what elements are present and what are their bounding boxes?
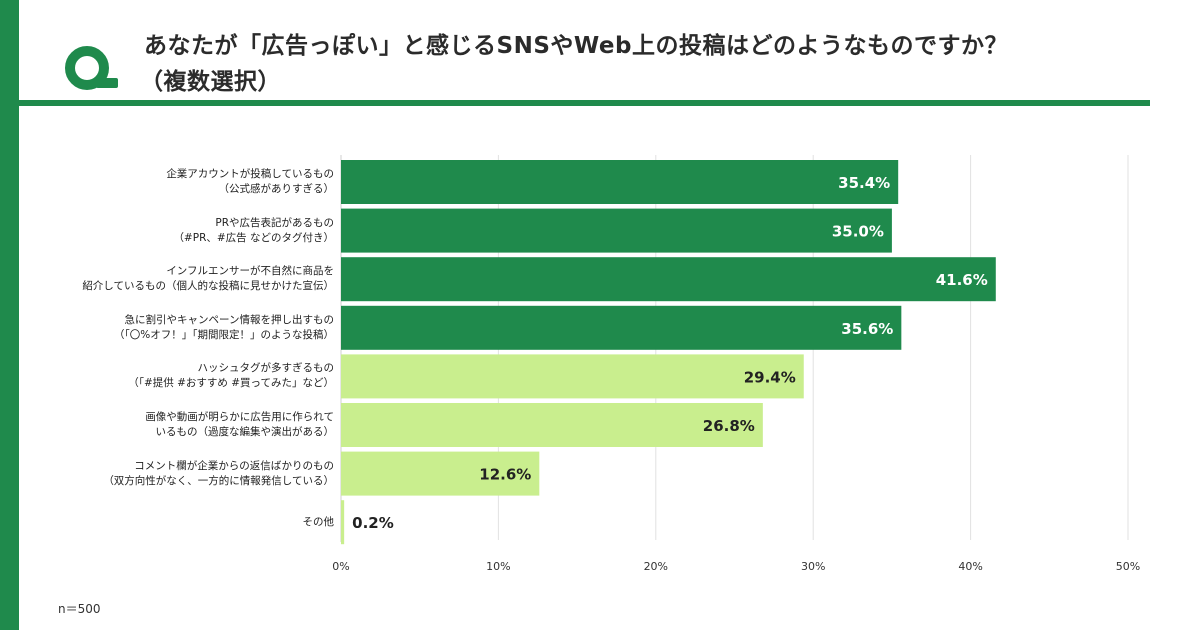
category-label-line: 企業アカウントが投稿しているもの <box>166 168 334 180</box>
bar-value-label: 41.6% <box>936 271 988 289</box>
bar <box>341 257 996 302</box>
category-label: ハッシュタグが多すぎるもの （「#提供 #おすすめ #買ってみた」など） <box>74 361 334 391</box>
category-label-line: いるもの（過度な編集や演出がある） <box>155 426 335 438</box>
x-tick-label: 20% <box>644 560 668 573</box>
question-title-line2: （複数選択） <box>140 69 281 95</box>
category-label-line: （公式感がありすぎる） <box>218 183 335 195</box>
x-tick-label: 40% <box>958 560 982 573</box>
bar <box>341 305 902 350</box>
bar-value-label: 0.2% <box>352 514 394 532</box>
bar-value-label: 35.6% <box>841 320 893 338</box>
category-label-line: （#PR、#広告 などのタグ付き） <box>173 231 334 244</box>
bar <box>341 403 763 447</box>
title-underline <box>19 100 1150 106</box>
bar <box>341 354 804 399</box>
x-tick-label: 0% <box>332 560 349 573</box>
sample-size-note: n＝500 <box>58 602 101 616</box>
bar <box>341 500 345 545</box>
category-label: PRや広告表記があるもの （#PR、#広告 などのタグ付き） <box>74 216 334 246</box>
category-label-line: （双方向性がなく、一方的に情報発信している） <box>103 474 334 487</box>
category-label: 急に割引やキャンペーン情報を押し出すもの （「〇%オフ！」「期間限定！」のような投… <box>74 313 334 343</box>
q-logo-icon <box>65 46 118 90</box>
question-title: あなたが「広告っぽい」と感じるSNSやWeb上の投稿はどのようなものですか？ （… <box>140 28 1144 100</box>
category-label-line: インフルエンサーが不自然に商品を <box>166 265 334 278</box>
category-label: 企業アカウントが投稿しているもの （公式感がありすぎる） <box>74 167 334 197</box>
category-label-line: 紹介しているもの（個人的な投稿に見せかけた宣伝） <box>82 280 334 293</box>
bar <box>341 160 899 204</box>
bar-value-label: 29.4% <box>744 368 796 386</box>
x-tick-label: 10% <box>486 560 510 573</box>
bar-value-label: 35.4% <box>838 174 890 192</box>
question-title-line1: あなたが「広告っぽい」と感じるSNSやWeb上の投稿はどのようなものですか？ <box>144 33 1008 59</box>
category-label: その他 <box>74 515 335 530</box>
category-label-line: 急に割引やキャンペーン情報を押し出すもの <box>124 313 334 326</box>
left-accent-stripe <box>0 0 19 630</box>
category-label-line: コメント欄が企業からの返信ばかりのもの <box>134 459 334 472</box>
bar <box>341 208 892 253</box>
bar-value-label: 12.6% <box>479 466 531 484</box>
category-label-line: （「#提供 #おすすめ #買ってみた」など） <box>128 377 334 390</box>
category-label-line: PRや広告表記があるもの <box>215 216 334 229</box>
x-tick-label: 30% <box>801 560 825 573</box>
category-label: 画像や動画が明らかに広告用に作られているもの（過度な編集や演出がある） <box>74 410 334 440</box>
category-label: インフルエンサーが不自然に商品を紹介しているもの（個人的な投稿に見せかけた宣伝） <box>74 264 334 294</box>
category-label: コメント欄が企業からの返信ばかりのもの （双方向性がなく、一方的に情報発信している… <box>74 459 334 489</box>
bar-value-label: 26.8% <box>703 417 755 435</box>
bar <box>341 451 540 496</box>
x-tick-label: 50% <box>1116 560 1140 573</box>
category-label-line: ハッシュタグが多すぎるもの <box>197 362 335 375</box>
category-label-line: その他 <box>302 515 335 528</box>
category-label-line: 画像や動画が明らかに広告用に作られて <box>145 411 334 423</box>
bar-value-label: 35.0% <box>832 223 884 241</box>
category-label-line: （「〇%オフ！」「期間限定！」のような投稿） <box>114 328 334 341</box>
